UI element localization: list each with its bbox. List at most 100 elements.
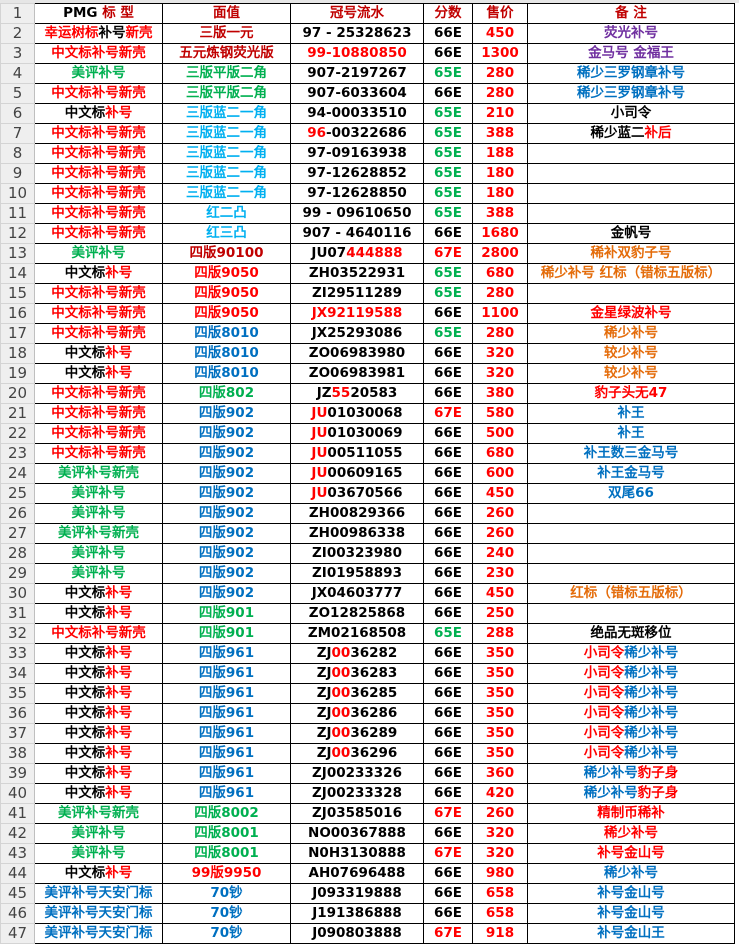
row-number[interactable]: 15 [0, 283, 35, 304]
cell-grade[interactable]: 66E [423, 763, 473, 784]
cell-remark[interactable]: 小司令稀少补号 [527, 683, 735, 704]
header-cell-face-value[interactable]: 面值 [162, 3, 291, 24]
cell-grade[interactable]: 66E [423, 903, 473, 924]
cell-type[interactable]: 美评补号新壳 [34, 523, 163, 544]
cell-remark[interactable]: 金帆号 [527, 223, 735, 244]
cell-serial[interactable]: ZJ0036289 [290, 723, 424, 744]
cell-price[interactable]: 280 [472, 83, 528, 104]
cell-face-value[interactable]: 四版902 [162, 583, 291, 604]
cell-price[interactable]: 600 [472, 463, 528, 484]
cell-serial[interactable]: 99 - 09610650 [290, 203, 424, 224]
cell-serial[interactable]: ZJ0036296 [290, 743, 424, 764]
cell-price[interactable]: 280 [472, 63, 528, 84]
cell-price[interactable]: 580 [472, 403, 528, 424]
cell-grade[interactable]: 67E [423, 803, 473, 824]
cell-type[interactable]: 美评补号天安门标 [34, 923, 163, 944]
cell-grade[interactable]: 65E [423, 283, 473, 304]
cell-face-value[interactable]: 四版9050 [162, 303, 291, 324]
cell-type[interactable]: 中文标补号新壳 [34, 283, 163, 304]
cell-face-value[interactable]: 四版902 [162, 463, 291, 484]
cell-price[interactable]: 180 [472, 183, 528, 204]
cell-price[interactable]: 388 [472, 203, 528, 224]
cell-grade[interactable]: 66E [423, 683, 473, 704]
cell-price[interactable]: 680 [472, 263, 528, 284]
cell-type[interactable]: 美评补号 [34, 243, 163, 264]
cell-remark[interactable]: 稀少蓝二补后 [527, 123, 735, 144]
cell-type[interactable]: 中文标补号 [34, 103, 163, 124]
cell-grade[interactable]: 66E [423, 863, 473, 884]
row-number[interactable]: 39 [0, 763, 35, 784]
cell-remark[interactable]: 补号金山号 [527, 843, 735, 864]
cell-face-value[interactable]: 五元炼钢荧光版 [162, 43, 291, 64]
row-number[interactable]: 9 [0, 163, 35, 184]
cell-grade[interactable]: 66E [423, 83, 473, 104]
cell-type[interactable]: 中文标补号 [34, 763, 163, 784]
cell-face-value[interactable]: 四版902 [162, 483, 291, 504]
row-number[interactable]: 37 [0, 723, 35, 744]
cell-remark[interactable]: 小司令稀少补号 [527, 643, 735, 664]
cell-serial[interactable]: ZO12825868 [290, 603, 424, 624]
cell-price[interactable]: 320 [472, 363, 528, 384]
cell-type[interactable]: 中文标补号新壳 [34, 43, 163, 64]
cell-grade[interactable]: 67E [423, 843, 473, 864]
cell-grade[interactable]: 66E [423, 663, 473, 684]
row-number[interactable]: 41 [0, 803, 35, 824]
cell-type[interactable]: 中文标补号新壳 [34, 183, 163, 204]
cell-face-value[interactable]: 四版8001 [162, 823, 291, 844]
cell-grade[interactable]: 66E [423, 643, 473, 664]
cell-face-value[interactable]: 四版902 [162, 423, 291, 444]
row-number[interactable]: 12 [0, 223, 35, 244]
row-number[interactable]: 1 [0, 3, 35, 24]
cell-grade[interactable]: 66E [423, 703, 473, 724]
cell-face-value[interactable]: 四版8010 [162, 323, 291, 344]
cell-remark[interactable]: 补王 [527, 403, 735, 424]
cell-serial[interactable]: 99-10880850 [290, 43, 424, 64]
cell-remark[interactable] [527, 523, 735, 544]
cell-price[interactable]: 360 [472, 763, 528, 784]
cell-serial[interactable]: ZM02168508 [290, 623, 424, 644]
cell-serial[interactable]: ZH00986338 [290, 523, 424, 544]
cell-remark[interactable]: 稀少补号 红标（错标五版标） [527, 263, 735, 284]
cell-remark[interactable]: 补号金山王 [527, 923, 735, 944]
cell-remark[interactable]: 补王 [527, 423, 735, 444]
cell-remark[interactable] [527, 203, 735, 224]
cell-serial[interactable]: ZJ0036285 [290, 683, 424, 704]
cell-grade[interactable]: 66E [423, 23, 473, 44]
row-number[interactable]: 36 [0, 703, 35, 724]
cell-remark[interactable]: 红标（错标五版标） [527, 583, 735, 604]
cell-grade[interactable]: 66E [423, 543, 473, 564]
cell-type[interactable]: 美评补号 [34, 823, 163, 844]
cell-type[interactable]: 中文标补号 [34, 603, 163, 624]
cell-remark[interactable]: 补王数三金马号 [527, 443, 735, 464]
row-number[interactable]: 8 [0, 143, 35, 164]
cell-price[interactable]: 350 [472, 663, 528, 684]
cell-grade[interactable]: 65E [423, 203, 473, 224]
row-number[interactable]: 3 [0, 43, 35, 64]
cell-type[interactable]: 中文标补号新壳 [34, 303, 163, 324]
row-number[interactable]: 26 [0, 503, 35, 524]
cell-price[interactable]: 260 [472, 523, 528, 544]
cell-price[interactable]: 320 [472, 843, 528, 864]
cell-remark[interactable]: 稀少补号 [527, 823, 735, 844]
cell-type[interactable]: 美评补号 [34, 843, 163, 864]
cell-price[interactable]: 350 [472, 743, 528, 764]
cell-type[interactable]: 美评补号 [34, 503, 163, 524]
header-cell-serial[interactable]: 冠号流水 [290, 3, 424, 24]
cell-grade[interactable]: 65E [423, 183, 473, 204]
cell-grade[interactable]: 65E [423, 623, 473, 644]
cell-price[interactable]: 918 [472, 923, 528, 944]
row-number[interactable]: 11 [0, 203, 35, 224]
cell-grade[interactable]: 66E [423, 823, 473, 844]
row-number[interactable]: 17 [0, 323, 35, 344]
cell-grade[interactable]: 66E [423, 443, 473, 464]
cell-face-value[interactable]: 红三凸 [162, 223, 291, 244]
cell-remark[interactable]: 豹子头无47 [527, 383, 735, 404]
cell-grade[interactable]: 65E [423, 263, 473, 284]
cell-type[interactable]: 美评补号天安门标 [34, 883, 163, 904]
header-cell-price[interactable]: 售价 [472, 3, 528, 24]
cell-grade[interactable]: 66E [423, 743, 473, 764]
cell-remark[interactable] [527, 143, 735, 164]
cell-price[interactable]: 420 [472, 783, 528, 804]
row-number[interactable]: 47 [0, 923, 35, 944]
cell-remark[interactable]: 补号金山号 [527, 883, 735, 904]
